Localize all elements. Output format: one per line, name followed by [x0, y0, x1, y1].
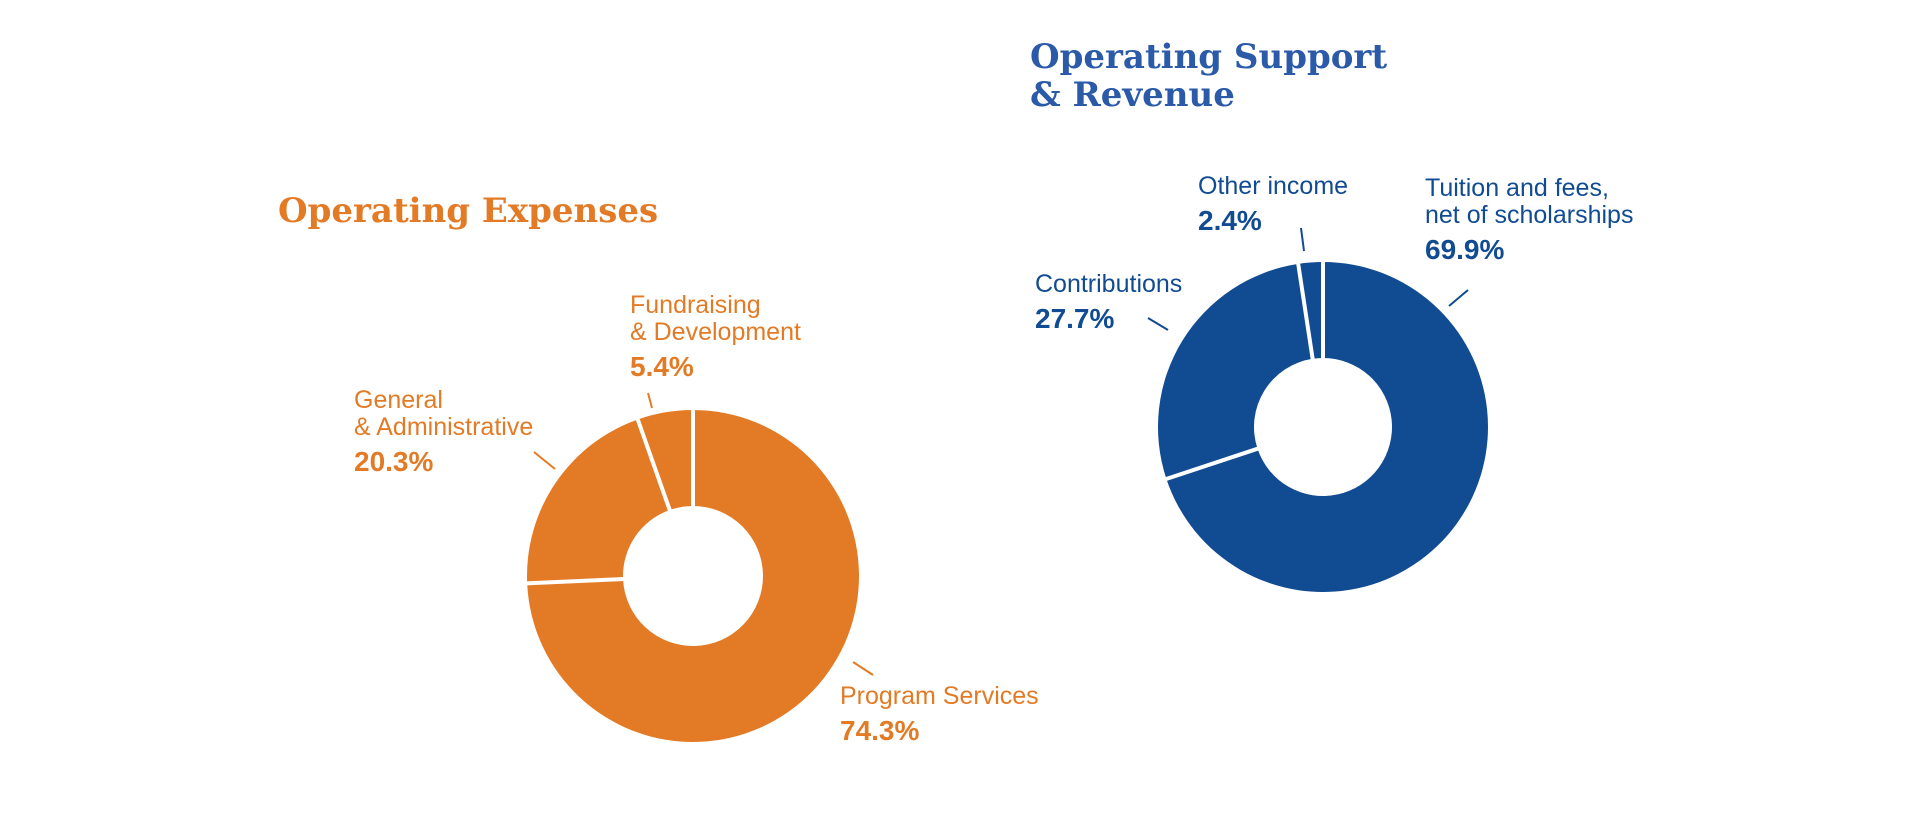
slice-separator: [635, 417, 672, 512]
slice-label-line: Program Services: [840, 682, 1039, 710]
slice-value-label: 69.9%: [1425, 234, 1505, 265]
contributions-label: Contributions 27.7%: [1035, 271, 1182, 336]
slice-value-label: 27.7%: [1035, 303, 1115, 334]
slice-program-services: [527, 410, 859, 742]
other-income-label: Other income 2.4%: [1198, 173, 1348, 238]
slice-label-line: Fundraising: [630, 291, 761, 319]
leader-line: [1147, 317, 1169, 331]
leader-line: [1300, 227, 1305, 252]
slice-separator: [526, 577, 625, 586]
title-line: Operating Support: [1030, 37, 1388, 77]
slice-value-label: 2.4%: [1198, 205, 1262, 236]
slice-fundraising-development: [637, 410, 693, 510]
expenses-donut: [526, 392, 874, 742]
slice-label-line: & Administrative: [354, 413, 534, 441]
slice-tuition-and-fees-net-of-scholarships: [1166, 262, 1489, 592]
leader-line: [647, 392, 653, 409]
fundraising-development-label: Fundraising & Development 5.4%: [630, 292, 801, 384]
slice-other-income: [1298, 262, 1323, 359]
slice-label-line: Contributions: [1035, 270, 1183, 298]
slice-label-line: Tuition and fees,: [1425, 174, 1609, 202]
leader-line: [533, 451, 556, 470]
revenue-chart-title: Operating Support & Revenue: [1030, 38, 1387, 114]
slice-general-administrative: [527, 419, 670, 584]
slice-label-line: General: [354, 386, 443, 414]
slice-label-line: Other income: [1198, 172, 1349, 200]
slice-contributions: [1158, 263, 1313, 479]
tuition-fees-label: Tuition and fees, net of scholarships 69…: [1425, 175, 1633, 267]
title-line: & Revenue: [1030, 75, 1235, 115]
slice-value-label: 5.4%: [630, 351, 694, 382]
program-services-label: Program Services 74.3%: [840, 683, 1039, 748]
leader-line: [1448, 289, 1469, 307]
slice-label-line: & Development: [630, 318, 801, 346]
revenue-donut: [1147, 227, 1489, 592]
general-administrative-label: General & Administrative 20.3%: [354, 387, 533, 479]
slice-separator: [1164, 446, 1260, 482]
slice-value-label: 20.3%: [354, 446, 434, 477]
expenses-chart-title: Operating Expenses: [278, 191, 659, 231]
slice-label-line: net of scholarships: [1425, 201, 1634, 229]
slice-value-label: 74.3%: [840, 715, 920, 746]
leader-line: [852, 661, 874, 676]
slice-separator: [1296, 262, 1315, 361]
